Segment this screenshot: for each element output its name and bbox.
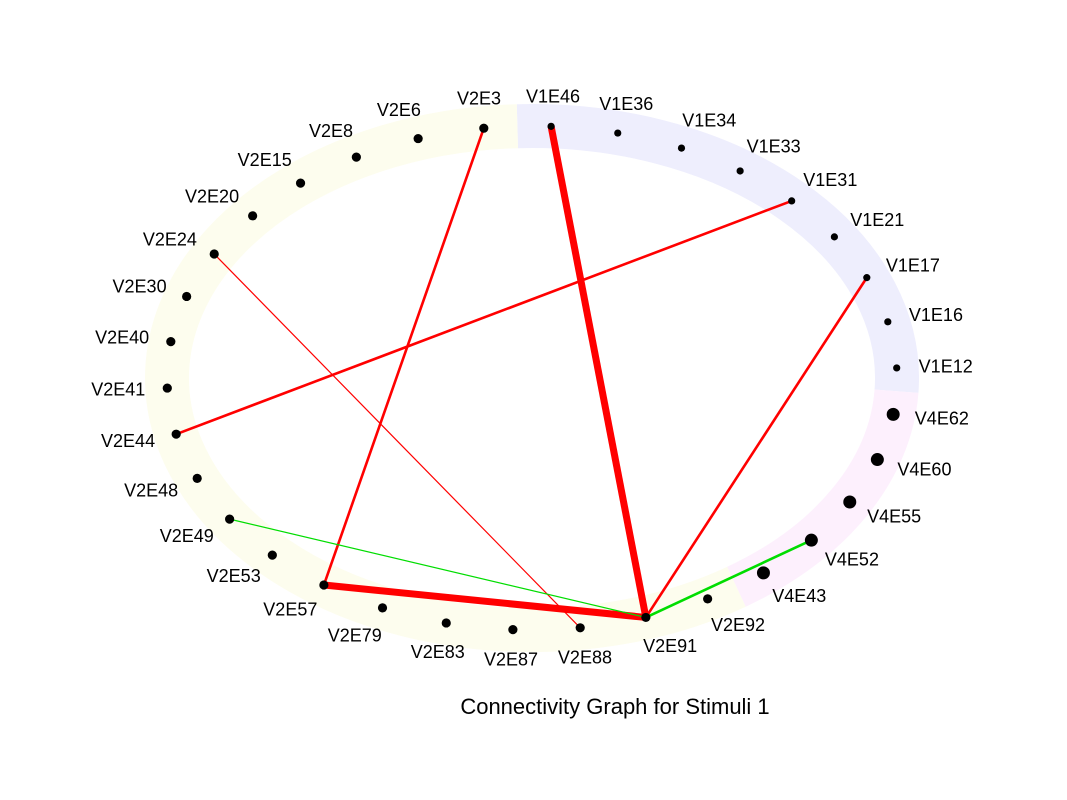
node-v2e48[interactable]	[192, 473, 202, 483]
edge-v1e31-v2e44[interactable]	[175, 199, 793, 436]
node-label-v2e87: V2E87	[484, 650, 538, 670]
node-v2e8[interactable]	[351, 152, 361, 162]
edge-v2e49-v2e91[interactable]	[229, 518, 646, 619]
node-label-v1e17: V1E17	[886, 256, 940, 276]
node-v4e62[interactable]	[886, 407, 900, 421]
node-v2e91[interactable]	[641, 612, 651, 623]
node-v2e30[interactable]	[182, 291, 192, 302]
node-v1e12[interactable]	[893, 364, 901, 372]
node-label-v2e48: V2E48	[124, 480, 178, 500]
node-v1e21[interactable]	[830, 233, 838, 241]
node-v2e24[interactable]	[209, 249, 219, 259]
node-label-v1e34: V1E34	[682, 111, 736, 131]
node-label-v2e79: V2E79	[328, 625, 382, 645]
node-v2e49[interactable]	[225, 514, 235, 524]
node-label-v2e15: V2E15	[238, 150, 292, 170]
node-label-v1e12: V1E12	[919, 357, 973, 377]
node-v4e55[interactable]	[843, 495, 857, 509]
node-v1e34[interactable]	[677, 144, 686, 152]
node-label-v4e62: V4E62	[915, 409, 969, 429]
node-label-v2e44: V2E44	[101, 431, 155, 451]
node-label-v2e40: V2E40	[95, 327, 149, 347]
edge-layer	[175, 125, 868, 629]
edge-v2e57-v2e91[interactable]	[323, 581, 647, 621]
node-label-v2e53: V2E53	[207, 566, 261, 586]
edge-v1e17-v2e91[interactable]	[644, 276, 868, 619]
node-label-v2e92: V2E92	[711, 615, 765, 635]
node-v1e16[interactable]	[884, 318, 892, 326]
node-v2e15[interactable]	[295, 178, 306, 188]
node-label-v2e83: V2E83	[411, 642, 465, 662]
node-v4e43[interactable]	[756, 566, 770, 580]
node-v2e79[interactable]	[377, 603, 388, 613]
node-label-v2e30: V2E30	[113, 277, 167, 297]
node-v2e88[interactable]	[575, 623, 585, 633]
node-v4e60[interactable]	[870, 453, 884, 467]
node-label-v4e60: V4E60	[897, 459, 951, 479]
node-label-v2e24: V2E24	[143, 229, 197, 249]
node-label-v1e36: V1E36	[599, 94, 653, 114]
node-label-v2e3: V2E3	[457, 88, 501, 108]
node-v1e36[interactable]	[614, 129, 622, 137]
graph-title: Connectivity Graph for Stimuli 1	[460, 694, 769, 719]
node-v1e46[interactable]	[547, 122, 555, 130]
edge-v1e46-v2e91[interactable]	[547, 125, 650, 619]
edge-v2e3-v2e57[interactable]	[322, 127, 486, 586]
node-label-v2e88: V2E88	[558, 648, 612, 668]
node-v2e6[interactable]	[413, 133, 423, 144]
node-v2e20[interactable]	[248, 211, 258, 221]
node-v2e40[interactable]	[166, 337, 176, 347]
node-v1e31[interactable]	[788, 197, 796, 205]
node-label-v4e55: V4E55	[867, 507, 921, 527]
edge-v2e24-v2e88[interactable]	[213, 253, 581, 629]
node-v2e41[interactable]	[162, 383, 172, 393]
node-label-v2e91: V2E91	[643, 636, 697, 656]
node-v4e52[interactable]	[804, 533, 818, 547]
node-label-v4e43: V4E43	[772, 586, 826, 606]
node-label-v2e20: V2E20	[185, 187, 239, 207]
node-label-v4e52: V4E52	[825, 549, 879, 569]
group-arc-v2	[145, 104, 746, 652]
node-v2e83[interactable]	[441, 618, 451, 628]
node-label-v1e46: V1E46	[526, 86, 580, 106]
node-label-v1e16: V1E16	[909, 305, 963, 325]
node-layer	[162, 122, 901, 635]
node-v2e92[interactable]	[703, 594, 713, 604]
node-label-v1e21: V1E21	[850, 210, 904, 230]
node-label-v1e33: V1E33	[747, 136, 801, 156]
node-v2e87[interactable]	[508, 625, 518, 635]
node-label-v2e8: V2E8	[309, 121, 353, 141]
node-label-v2e41: V2E41	[91, 379, 145, 399]
node-label-v1e31: V1E31	[803, 170, 857, 190]
node-v2e53[interactable]	[267, 550, 277, 560]
node-label-v2e49: V2E49	[160, 526, 214, 546]
node-v1e33[interactable]	[736, 167, 744, 175]
node-label-v2e6: V2E6	[377, 100, 421, 120]
node-v2e57[interactable]	[319, 580, 329, 590]
node-v1e17[interactable]	[863, 274, 871, 282]
node-v2e44[interactable]	[171, 429, 181, 439]
edge-v4e52-v2e91[interactable]	[645, 539, 812, 619]
node-v2e3[interactable]	[479, 123, 489, 133]
node-label-v2e57: V2E57	[263, 600, 317, 620]
